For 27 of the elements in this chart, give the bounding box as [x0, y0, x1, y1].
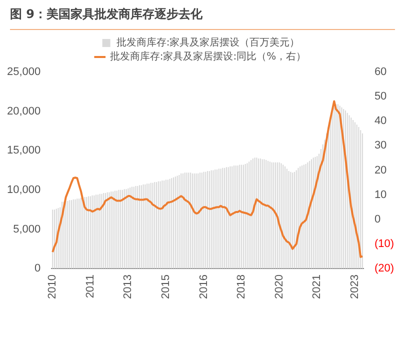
y2-tick-label: 40 — [374, 115, 387, 128]
y2-tick-label: 30 — [374, 140, 387, 152]
y-tick-label: 10,000 — [6, 184, 41, 196]
y-tick-label: 15,000 — [6, 144, 41, 157]
x-tick-label: 2015 — [160, 274, 172, 300]
y2-tick-label: (10) — [374, 238, 394, 250]
x-tick-label: 2013 — [122, 274, 134, 300]
x-tick-label: 2021 — [311, 274, 324, 300]
x-tick-label: 2010 — [46, 274, 59, 300]
y2-tick-label: 60 — [374, 66, 387, 78]
y2-tick-label: 0 — [374, 213, 381, 226]
x-tick-label: 2011 — [84, 274, 96, 298]
legend-label: 批发商库存:家具及家居摆设（百万美元） — [116, 36, 300, 49]
y2-tick-label: (20) — [374, 262, 394, 275]
x-tick-label: 2018 — [236, 274, 248, 300]
x-tick-label: 2023 — [348, 274, 361, 300]
x-tick-label: 2016 — [198, 274, 210, 300]
y-tick-label: 5,000 — [13, 223, 41, 236]
y2-tick-label: 10 — [374, 188, 387, 201]
y-tick-label: 25,000 — [6, 66, 41, 78]
legend-label: 批发商库存:家具及家居摆设:同比（%，右） — [110, 50, 306, 63]
y-tick-label: 0 — [34, 262, 41, 275]
y-tick-label: 20,000 — [6, 105, 41, 118]
y2-tick-label: 20 — [374, 164, 387, 176]
x-tick-label: 2020 — [273, 274, 286, 300]
y2-tick-label: 50 — [374, 90, 387, 103]
chart-title: 图 9：美国家具批发商库存逐步去化 — [10, 6, 395, 30]
